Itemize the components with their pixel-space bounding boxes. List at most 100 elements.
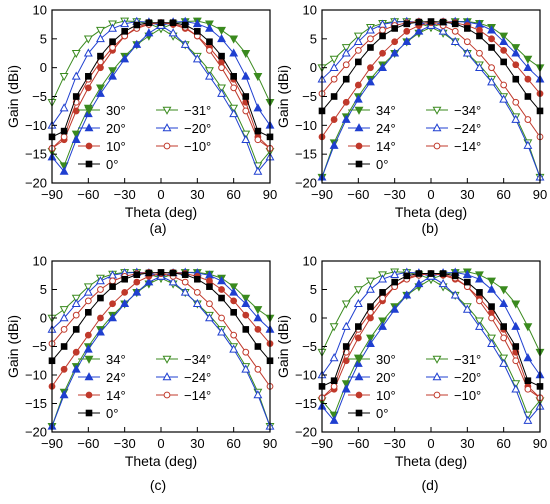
data-point [218,314,225,322]
data-point [476,297,483,305]
y-tick-label: 10 [33,254,47,269]
y-tick-label: −15 [295,147,317,162]
data-point [523,140,533,149]
data-point [450,36,460,46]
y-tick-label: 0 [40,311,47,326]
data-point [253,166,263,175]
data-point [487,284,496,293]
data-point [450,290,460,299]
data-point [403,272,411,280]
data-point [512,61,520,69]
series-line-6 [321,20,541,112]
y-tick-label: 0 [40,60,47,75]
data-point [169,269,177,277]
x-tick-label: −30 [384,436,406,451]
x-tick-label: −60 [77,187,99,202]
data-point [402,36,412,46]
x-tick-label: 0 [157,187,164,202]
data-point [181,278,189,286]
data-point [205,313,214,322]
legend-marker [355,391,363,399]
data-point [109,283,116,290]
data-point [108,313,117,322]
data-point [329,55,339,64]
data-point [241,298,251,308]
data-point [329,415,339,424]
data-point [403,27,411,35]
data-point [355,323,362,330]
y-tick-label: −10 [25,118,47,133]
series-line-3 [51,20,271,173]
data-point [72,326,80,333]
data-point [193,288,201,296]
data-point [72,348,80,356]
data-point [121,288,129,296]
data-point [367,35,374,43]
data-point [341,384,351,393]
data-point [241,130,251,139]
legend-label: 34° [106,352,126,367]
data-point [329,353,339,362]
data-point [121,275,128,283]
legend-label: 0° [106,406,118,421]
legend-marker [84,106,94,115]
data-point [108,23,117,32]
data-point [341,380,351,389]
data-point [72,311,80,319]
data-point [378,62,387,71]
data-point [378,317,387,326]
data-point [342,98,350,106]
data-point [475,62,484,71]
x-tick-label: 0 [157,436,164,451]
data-point [366,277,375,286]
data-point [379,32,386,40]
legend-marker [432,355,442,364]
legend-label: −14° [184,388,211,403]
legend-label: 10° [376,388,396,403]
data-point [499,94,509,103]
data-point [391,38,399,46]
data-point [366,25,375,34]
data-point [390,304,400,313]
data-point [379,49,386,57]
data-point [330,75,338,83]
legend: 34° −34° 24° −24° 14° −14° 0° [78,352,211,421]
x-axis-label: Theta (deg) [125,204,197,220]
data-point [464,25,471,32]
legend-marker [85,142,93,150]
x-tick-label: 60 [226,436,240,451]
x-tick-label: 0 [427,187,434,202]
chart-panel-2: −90 −60 −30 0 30 60 90 −20 −15 −10 −5 0 5 10 Theta (de… [275,3,547,221]
legend-label: 20° [106,121,126,136]
data-point [512,75,520,83]
x-tick-label: −60 [347,436,369,451]
data-point [71,130,81,139]
data-point [500,323,507,330]
data-point [414,26,424,35]
data-point [83,344,93,353]
data-point [133,21,141,29]
data-point [511,48,521,57]
data-point [330,116,338,123]
data-point [390,48,400,57]
legend-label: 20° [376,370,396,385]
data-point [438,278,448,288]
data-point [512,343,520,350]
legend-marker [162,123,172,132]
data-point [499,298,509,308]
data-point [367,44,374,51]
data-point [487,77,496,86]
data-point [500,334,508,342]
legend-label: −34° [454,103,481,118]
data-point [353,298,363,308]
x-tick-label: 60 [226,187,240,202]
data-point [205,23,214,32]
legend-label: −20° [184,121,211,136]
legend-marker [354,106,364,115]
legend-label: −24° [184,370,211,385]
legend-marker [85,160,93,168]
data-point [462,304,472,313]
data-point [242,348,250,356]
data-point [169,19,177,26]
legend: 30° −31° 20° −20° 10° −10° 0° [348,352,481,421]
